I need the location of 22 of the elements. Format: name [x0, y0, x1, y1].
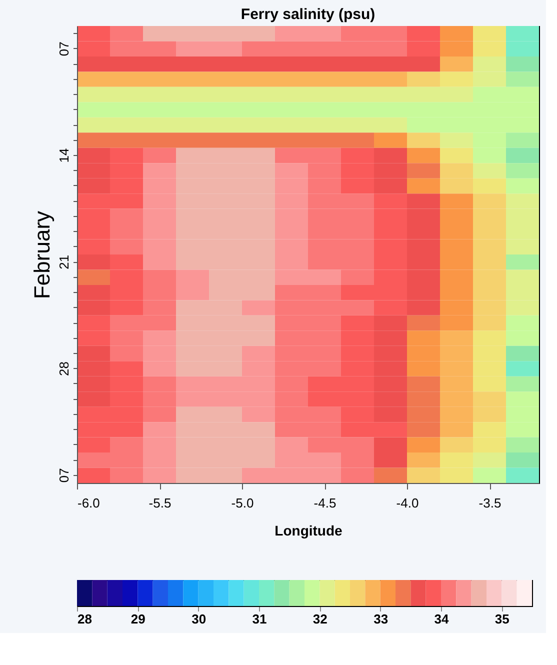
y-tick-label: 14: [56, 148, 72, 163]
color-bar-label: 33: [374, 612, 388, 626]
y-tick-label: 07: [56, 42, 72, 56]
x-axis-title: Longitude: [274, 522, 343, 538]
color-bar-label: 30: [192, 612, 206, 626]
y-tick-label: 21: [56, 254, 72, 270]
y-axis-title: February: [30, 210, 54, 300]
color-bar-label: 32: [312, 612, 328, 626]
y-tick-label: 07: [56, 468, 72, 483]
x-tick-label: -5.0: [231, 496, 254, 510]
chart-title: Ferry salinity (psu): [240, 6, 376, 23]
color-bar-label: 29: [130, 612, 146, 626]
x-tick-label: -6.0: [78, 496, 100, 510]
x-tick-label: -4.0: [396, 496, 419, 510]
x-tick-label: -4.5: [314, 496, 336, 510]
color-bar-label: 35: [494, 612, 510, 626]
color-bar-label: 31: [252, 612, 267, 626]
x-tick-label: -3.5: [478, 496, 502, 510]
color-bar-label: 28: [78, 612, 92, 626]
color-bar-label: 34: [434, 612, 450, 626]
x-tick-label: -5.5: [148, 496, 172, 510]
y-tick-label: 28: [56, 362, 72, 376]
